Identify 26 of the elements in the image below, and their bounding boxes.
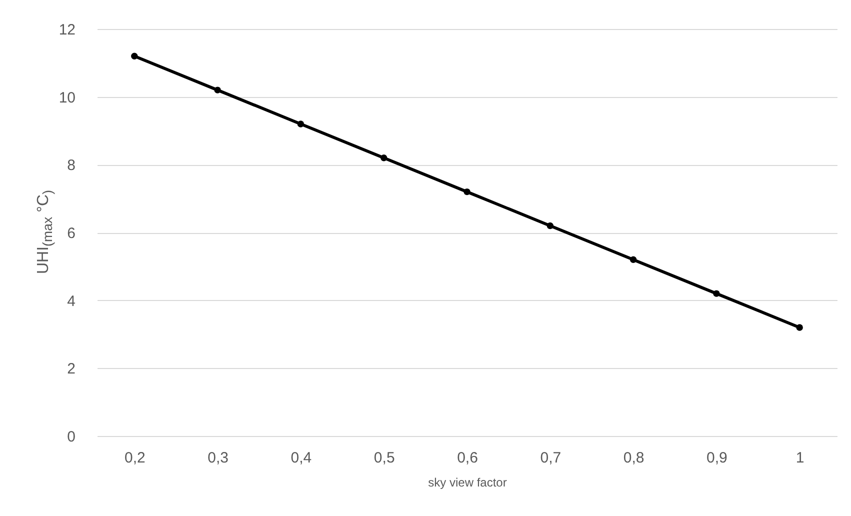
y-tick-label: 4 (67, 292, 76, 310)
point (214, 86, 221, 94)
y-tick-label: 2 (67, 360, 76, 378)
point (630, 256, 637, 263)
x-tick-label: 0,3 (208, 450, 228, 466)
x-tick-label: 0,8 (623, 450, 644, 466)
x-tick-label: 0,2 (124, 450, 146, 466)
x-axis-title: sky view factor (428, 476, 507, 490)
point (796, 324, 803, 331)
x-tick-label: 0,9 (706, 450, 728, 466)
point (297, 120, 304, 128)
point (464, 188, 470, 196)
x-tick-label: 0,5 (374, 450, 395, 466)
y-tick-label: 12 (58, 22, 76, 38)
y-tick-label: 10 (58, 89, 76, 106)
y-tick-label: 0 (67, 428, 76, 446)
x-tick-label: 0,7 (540, 450, 562, 466)
point (546, 222, 554, 230)
y-tick-label: 6 (67, 225, 76, 242)
point (713, 290, 720, 297)
point (131, 52, 138, 60)
y-tick-label: 8 (67, 157, 76, 174)
x-tick-label: 0,6 (457, 450, 478, 466)
point (380, 154, 388, 162)
x-tick-label: 1 (796, 450, 804, 466)
x-tick-label: 0,4 (290, 450, 312, 466)
